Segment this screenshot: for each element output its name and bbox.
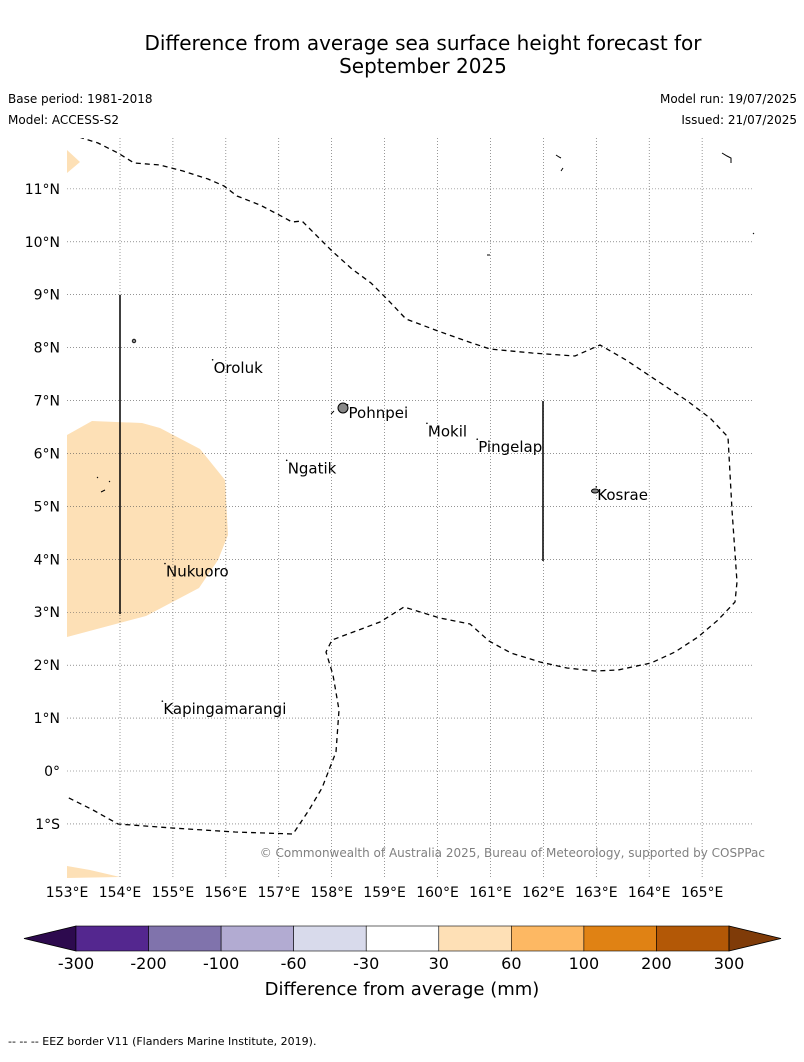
longitude-label: 164°E xyxy=(628,885,671,901)
longitude-label: 157°E xyxy=(257,885,300,901)
place-label: Kosrae xyxy=(597,486,648,504)
colorbar-segment xyxy=(148,925,222,952)
colorbar-segment xyxy=(438,925,512,952)
reference-lines xyxy=(119,295,544,614)
anomaly-patch-northwest xyxy=(67,150,80,173)
islet-mark xyxy=(330,410,335,415)
longitude-label: 153°E xyxy=(46,885,89,901)
title-line-1: Difference from average sea surface heig… xyxy=(144,31,702,55)
longitude-label: 161°E xyxy=(469,885,512,901)
place-marker xyxy=(426,422,428,425)
colorbar-tick-label: -100 xyxy=(203,954,239,973)
latitude-label: 9°N xyxy=(34,288,60,304)
islet-mark xyxy=(555,154,562,159)
latitude-label: 11°N xyxy=(25,182,60,198)
colorbar-tick-label: 100 xyxy=(569,954,600,973)
place-label: Pohnpei xyxy=(349,404,409,422)
colorbar: -300 -200 -100 -60 -30 30 60 100 200 300 Differenc… xyxy=(23,925,782,1000)
colorbar-segment xyxy=(365,925,440,952)
colorbar-tick-label: -300 xyxy=(58,954,94,973)
islands xyxy=(96,152,755,494)
longitude-label: 160°E xyxy=(416,885,459,901)
issued-label: Issued: 21/07/2025 xyxy=(681,113,797,127)
map-title: Difference from average sea surface heig… xyxy=(0,32,804,78)
latitude-label: 10°N xyxy=(25,235,60,251)
title-line-2: September 2025 xyxy=(339,54,507,78)
islet-mark xyxy=(721,152,732,163)
colorbar-tick-label: -60 xyxy=(281,954,307,973)
place-label: Oroluk xyxy=(214,359,263,377)
islet-mark xyxy=(96,476,99,479)
latitude-label: 0° xyxy=(44,764,60,780)
colorbar-title: Difference from average (mm) xyxy=(265,979,540,1000)
latitude-label: 1°S xyxy=(35,817,60,833)
place-label: Pingelap xyxy=(478,438,542,456)
latitude-label: 4°N xyxy=(34,552,60,568)
colorbar-segment xyxy=(583,925,657,952)
longitude-label: 156°E xyxy=(205,885,248,901)
colorbar-tick-label: 60 xyxy=(501,954,521,973)
anomaly-patch-southwest xyxy=(67,866,120,878)
longitude-label: 165°E xyxy=(681,885,724,901)
anomaly-patch-west xyxy=(67,421,228,637)
place-marker xyxy=(285,459,288,462)
islet-mark xyxy=(131,338,137,344)
latitude-label: 8°N xyxy=(34,341,60,357)
colorbar-extend-low xyxy=(23,925,77,952)
place-label: Mokil xyxy=(428,422,467,440)
base-period-label: Base period: 1981-2018 xyxy=(8,92,153,106)
latitude-label: 2°N xyxy=(34,658,60,674)
latitude-label: 1°N xyxy=(34,711,60,727)
latitude-label: 7°N xyxy=(34,394,60,410)
colorbar-segment xyxy=(220,925,294,952)
islet-mark xyxy=(108,480,111,483)
kosrae-island xyxy=(591,488,599,494)
place-label: Kapingamarangi xyxy=(163,700,286,718)
model-label: Model: ACCESS-S2 xyxy=(8,113,120,127)
colorbar-segment xyxy=(75,925,149,952)
place-marker xyxy=(211,359,214,361)
colorbar-extend-high xyxy=(728,925,782,952)
islet-mark xyxy=(560,167,564,172)
place-marker xyxy=(595,486,598,488)
colorbar-segment xyxy=(293,925,367,952)
longitude-label: 158°E xyxy=(310,885,353,901)
place-label: Nukuoro xyxy=(166,563,229,581)
place-label: Ngatik xyxy=(288,459,337,477)
colorbar-segment xyxy=(656,925,730,952)
latitude-label: 3°N xyxy=(34,605,60,621)
islet-mark xyxy=(100,489,106,493)
anomaly-shading xyxy=(67,150,228,878)
longitude-label: 155°E xyxy=(152,885,195,901)
place-marker xyxy=(164,562,166,565)
islet-mark xyxy=(752,232,755,235)
model-run-label: Model run: 19/07/2025 xyxy=(659,92,797,106)
place-marker xyxy=(346,403,349,406)
longitude-label: 163°E xyxy=(575,885,618,901)
place-marker xyxy=(161,700,164,702)
copyright-notice: © Commonwealth of Australia 2025, Bureau… xyxy=(260,846,765,860)
colorbar-tick-label: 200 xyxy=(641,954,672,973)
latitude-label: 6°N xyxy=(34,446,60,462)
eez-footnote: -- -- -- EEZ border V11 (Flanders Marine… xyxy=(8,1035,317,1048)
longitude-label: 162°E xyxy=(522,885,565,901)
longitude-label: 159°E xyxy=(363,885,406,901)
latitude-label: 5°N xyxy=(34,499,60,515)
place-marker xyxy=(476,438,479,440)
colorbar-tick-label: 30 xyxy=(429,954,449,973)
longitude-label: 154°E xyxy=(99,885,142,901)
colorbar-tick-label: 300 xyxy=(714,954,745,973)
pohnpei-island xyxy=(337,402,349,414)
colorbar-tick-label: -200 xyxy=(130,954,166,973)
colorbar-tick-label: -30 xyxy=(353,954,379,973)
colorbar-segment xyxy=(511,925,585,952)
place-labels: Oroluk Pohnpei Mokil Pingelap Ngatik Kosrae Nu… xyxy=(161,359,648,718)
